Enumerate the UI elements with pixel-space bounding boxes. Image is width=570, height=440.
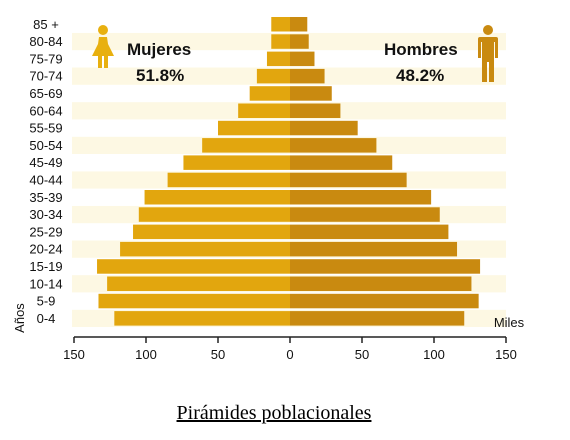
bar-mujeres-0-4 bbox=[114, 311, 290, 326]
y-tick-label: 5-9 bbox=[37, 294, 56, 309]
bar-mujeres-50-54 bbox=[202, 138, 290, 153]
y-tick-label: 50-54 bbox=[29, 138, 62, 153]
bar-mujeres-65-69 bbox=[249, 86, 290, 101]
bar-hombres-40-44 bbox=[290, 172, 407, 188]
legend-hombres-label: Hombres bbox=[384, 40, 458, 59]
bar-hombres-25-29 bbox=[290, 224, 449, 240]
legend-hombres: Hombres 48.2% bbox=[384, 25, 498, 85]
x-tick-label: 100 bbox=[135, 347, 157, 362]
legend-mujeres: Mujeres 51.8% bbox=[92, 25, 191, 85]
bar-hombres-55-59 bbox=[290, 120, 358, 136]
bar-hombres-20-24 bbox=[290, 241, 458, 257]
bar-hombres-45-49 bbox=[290, 155, 393, 170]
bar-mujeres-55-59 bbox=[218, 120, 290, 136]
bar-hombres-15-19 bbox=[290, 259, 481, 274]
y-tick-label: 55-59 bbox=[29, 121, 62, 136]
bar-hombres-0-4 bbox=[290, 311, 465, 326]
bar-hombres-80-84 bbox=[290, 34, 309, 49]
legend-mujeres-value: 51.8% bbox=[136, 66, 184, 85]
y-tick-label: 0-4 bbox=[37, 311, 56, 326]
bar-hombres-10-14 bbox=[290, 276, 472, 291]
bar-hombres-30-34 bbox=[290, 207, 440, 222]
y-tick-label: 30-34 bbox=[29, 207, 62, 222]
bar-mujeres-40-44 bbox=[167, 172, 290, 188]
x-tick-label: 0 bbox=[286, 347, 293, 362]
bar-hombres-70-74 bbox=[290, 68, 325, 84]
bar-mujeres-35-39 bbox=[144, 190, 290, 205]
y-tick-label: 35-39 bbox=[29, 190, 62, 205]
y-tick-label: 40-44 bbox=[29, 172, 62, 187]
x-axis-unit-label: Miles bbox=[494, 315, 525, 330]
bar-mujeres-5-9 bbox=[98, 293, 290, 309]
bar-hombres-65-69 bbox=[290, 86, 332, 101]
x-tick-label: 50 bbox=[355, 347, 369, 362]
bars-group bbox=[97, 17, 481, 326]
y-tick-label: 15-19 bbox=[29, 259, 62, 274]
bar-mujeres-15-19 bbox=[97, 259, 290, 274]
bar-mujeres-10-14 bbox=[107, 276, 291, 291]
y-tick-label: 45-49 bbox=[29, 155, 62, 170]
male-figure-icon bbox=[478, 25, 498, 82]
bar-mujeres-30-34 bbox=[138, 207, 290, 222]
age-group-labels: 0-4 5-9 10-14 15-19 20-24 25-29 30-34 35-39 40-4… bbox=[29, 17, 62, 326]
y-tick-label: 85 + bbox=[33, 17, 59, 32]
bar-hombres-85+ bbox=[290, 17, 308, 32]
x-tick-label: 50 bbox=[211, 347, 225, 362]
legend-mujeres-label: Mujeres bbox=[127, 40, 191, 59]
y-tick-label: 10-14 bbox=[29, 276, 62, 291]
y-tick-label: 20-24 bbox=[29, 242, 62, 257]
x-axis: 150 100 50 0 50 100 150 bbox=[63, 336, 517, 362]
female-figure-icon bbox=[92, 25, 114, 68]
bar-hombres-60-64 bbox=[290, 103, 341, 118]
y-tick-label: 25-29 bbox=[29, 224, 62, 239]
bar-mujeres-20-24 bbox=[120, 241, 290, 257]
legend-hombres-value: 48.2% bbox=[396, 66, 444, 85]
x-tick-label: 150 bbox=[495, 347, 517, 362]
bar-hombres-35-39 bbox=[290, 190, 432, 205]
bar-hombres-50-54 bbox=[290, 138, 377, 153]
y-tick-label: 60-64 bbox=[29, 103, 62, 118]
bar-mujeres-60-64 bbox=[238, 103, 290, 118]
bar-mujeres-80-84 bbox=[271, 34, 290, 49]
x-tick-label: 100 bbox=[423, 347, 445, 362]
x-tick-label: 150 bbox=[63, 347, 85, 362]
y-tick-label: 65-69 bbox=[29, 86, 62, 101]
bar-mujeres-75-79 bbox=[266, 51, 290, 67]
y-axis-title: Años bbox=[12, 303, 27, 333]
bar-hombres-75-79 bbox=[290, 51, 315, 67]
bar-mujeres-45-49 bbox=[183, 155, 290, 170]
bar-mujeres-70-74 bbox=[256, 68, 290, 84]
bar-mujeres-85+ bbox=[271, 17, 290, 32]
y-tick-label: 70-74 bbox=[29, 69, 62, 84]
bar-mujeres-25-29 bbox=[133, 224, 290, 240]
y-tick-label: 80-84 bbox=[29, 34, 62, 49]
figure-caption: Pirámides poblacionales bbox=[176, 402, 372, 424]
bar-hombres-5-9 bbox=[290, 293, 479, 309]
y-tick-label: 75-79 bbox=[29, 51, 62, 66]
